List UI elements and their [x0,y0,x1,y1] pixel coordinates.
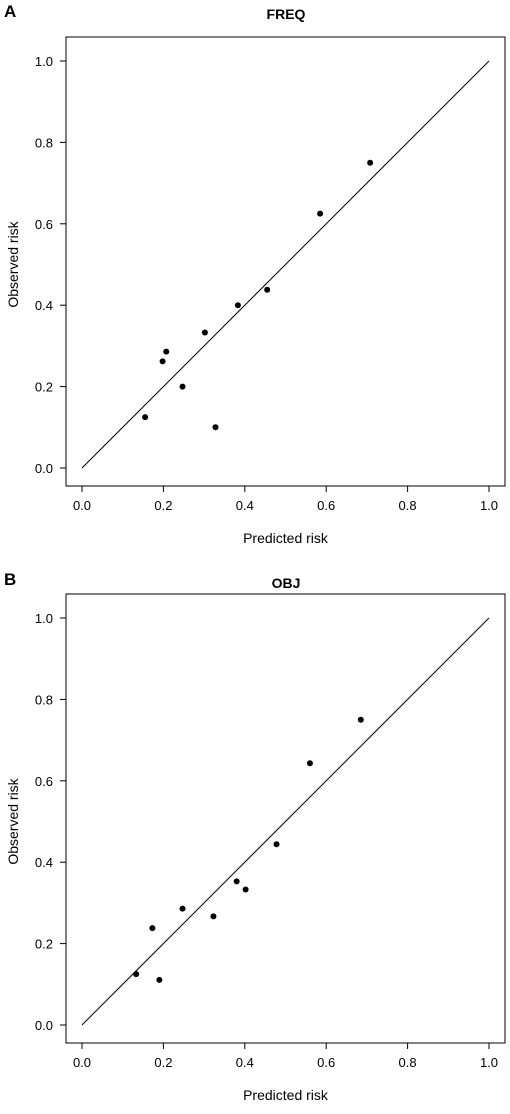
reference-line [81,60,490,469]
x-axis: 0.0 0.2 0.4 0.6 0.8 1.0 [73,1042,498,1070]
y-axis: 0.0 0.2 0.4 0.6 0.8 1.0 [35,54,67,476]
x-tick-label: 0.4 [236,498,254,513]
data-point [357,716,364,723]
data-point [163,348,170,355]
data-point [317,210,324,217]
y-tick-label: 0.4 [35,855,53,870]
data-point [306,760,313,767]
y-tick-label: 0.4 [35,298,53,313]
y-tick-label: 0.8 [35,692,53,707]
data-point [242,886,249,893]
panel-label-b: B [4,570,17,589]
data-point [210,913,217,920]
data-points [142,159,374,431]
y-tick-label: 0.8 [35,135,53,150]
y-tick-label: 0.6 [35,217,53,232]
y-tick-label: 1.0 [35,611,53,626]
data-point [367,159,374,166]
data-point [233,878,240,885]
data-point [273,841,280,848]
data-point [156,976,163,983]
x-tick-label: 0.6 [317,498,335,513]
y-tick-label: 0.0 [35,1018,53,1033]
y-axis-label: Observed risk [5,777,21,864]
data-point [149,925,156,932]
y-tick-label: 0.6 [35,774,53,789]
panel-label-a: A [4,2,17,21]
chart-title-obj: OBJ [271,575,301,591]
y-tick-label: 0.2 [35,380,53,395]
reference-line [81,617,490,1026]
data-point [234,302,241,309]
y-axis: 0.0 0.2 0.4 0.6 0.8 1.0 [35,611,67,1033]
data-point [179,905,186,912]
x-tick-label: 0.4 [236,1055,254,1070]
data-point [142,414,149,421]
data-point [133,971,140,978]
y-tick-label: 0.0 [35,461,53,476]
x-axis-label: Predicted risk [243,1087,329,1103]
data-point [179,383,186,390]
data-point [201,329,208,336]
y-tick-label: 0.2 [35,937,53,952]
x-tick-label: 0.8 [399,1055,417,1070]
x-tick-label: 0.2 [154,498,172,513]
y-axis-label: Observed risk [5,220,21,307]
data-point [264,286,271,293]
x-tick-label: 0.0 [73,1055,91,1070]
x-axis: 0.0 0.2 0.4 0.6 0.8 1.0 [73,485,498,513]
x-axis-label: Predicted risk [243,530,329,546]
data-points [133,716,364,983]
x-tick-label: 0.6 [317,1055,335,1070]
x-tick-label: 0.0 [73,498,91,513]
data-point [159,358,166,365]
x-tick-label: 0.2 [154,1055,172,1070]
y-tick-label: 1.0 [35,54,53,69]
data-point [212,424,219,431]
chart-title-freq: FREQ [266,6,306,22]
x-tick-label: 0.8 [399,498,417,513]
x-tick-label: 1.0 [480,1055,498,1070]
x-tick-label: 1.0 [480,498,498,513]
